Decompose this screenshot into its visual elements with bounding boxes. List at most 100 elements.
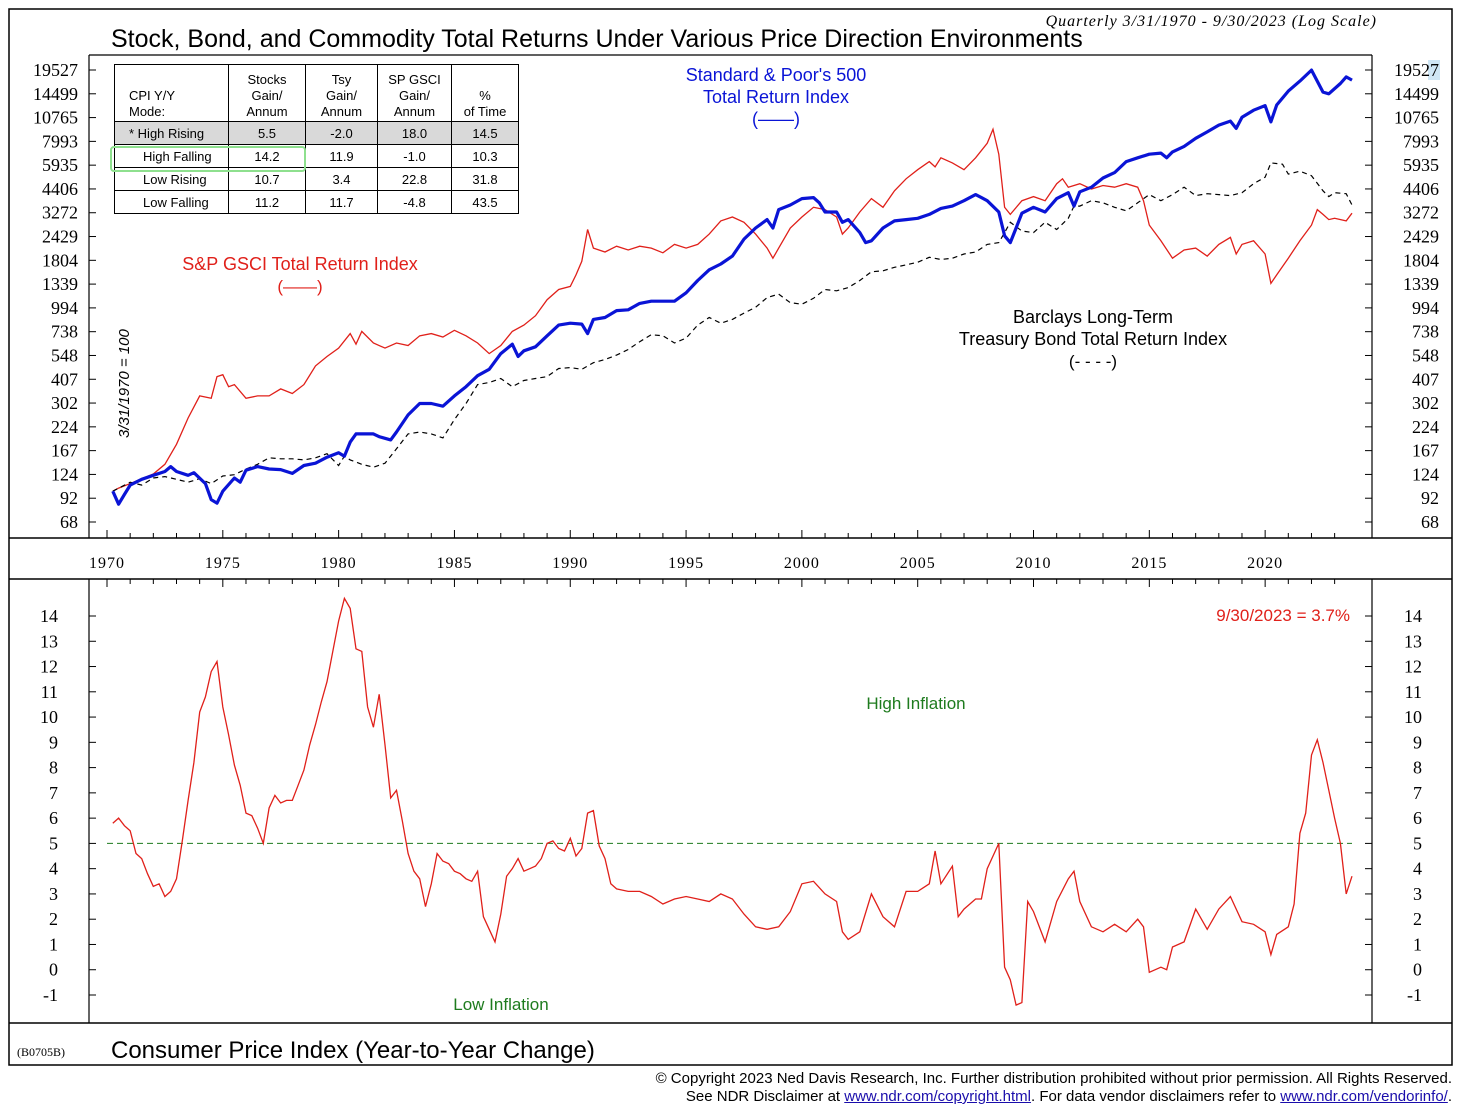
top-left-y-axis: 19527 14499 10765 7993 5935 4406 3272 2429 1804 1… bbox=[33, 60, 96, 532]
bottom-panel-title: Consumer Price Index (Year-to-Year Chang… bbox=[111, 1037, 595, 1064]
table-row: Low Rising 10.7 3.4 22.8 31.8 bbox=[114, 167, 519, 191]
bond-label-line2: Treasury Bond Total Return Index bbox=[959, 329, 1227, 349]
y-tick-label: 548 bbox=[51, 345, 78, 365]
y-tick-label: 2 bbox=[49, 909, 58, 929]
y-tick-label: 10 bbox=[40, 707, 58, 727]
x-tick-label: 2010 bbox=[1016, 555, 1052, 572]
y-tick-label: 4 bbox=[1413, 859, 1422, 879]
row-mode: High Falling bbox=[114, 144, 229, 168]
y-tick-label: 14499 bbox=[33, 84, 78, 104]
top-right-y-axis: 19527 14499 10765 7993 5935 4406 3272 2429 1804 1… bbox=[1365, 60, 1440, 532]
tick-highlight bbox=[1428, 60, 1440, 80]
sp500-legend-marker: (——) bbox=[752, 109, 800, 129]
row-pct: 43.5 bbox=[451, 190, 519, 214]
y-tick-label: 1 bbox=[1413, 934, 1422, 954]
y-tick-label: 19527 bbox=[33, 60, 78, 80]
y-tick-label: 1804 bbox=[1403, 250, 1439, 270]
y-tick-label: 11 bbox=[41, 682, 58, 702]
row-tsy: 11.9 bbox=[305, 144, 378, 168]
y-tick-label: 2429 bbox=[42, 227, 78, 247]
y-tick-label: 4406 bbox=[1403, 179, 1439, 199]
chart-subtitle: Quarterly 3/31/1970 - 9/30/2023 (Log Sca… bbox=[1046, 13, 1377, 30]
footer-disclaimer: See NDR Disclaimer at www.ndr.com/copyri… bbox=[686, 1088, 1452, 1105]
y-tick-label: 5 bbox=[1413, 833, 1422, 853]
y-tick-label: 224 bbox=[51, 417, 78, 437]
y-tick-label: 4406 bbox=[42, 179, 78, 199]
sp500-label-line1: Standard & Poor's 500 bbox=[686, 65, 867, 85]
y-tick-label: 2 bbox=[1413, 909, 1422, 929]
y-tick-label: 2429 bbox=[1403, 227, 1439, 247]
y-tick-label: 0 bbox=[49, 960, 58, 980]
y-tick-label: 7993 bbox=[42, 131, 78, 151]
y-tick-label: 548 bbox=[1412, 345, 1439, 365]
chart-code: (B0705B) bbox=[17, 1045, 65, 1059]
x-axis: 1970 1975 1980 1985 1990 1995 2000 2005 2010 2015… bbox=[89, 530, 1336, 587]
y-tick-label: 14 bbox=[1404, 606, 1422, 626]
outer-frame bbox=[8, 8, 1453, 1066]
header-gsci: SP GSCI Gain/ Annum bbox=[377, 64, 452, 122]
y-tick-label: 10765 bbox=[33, 108, 78, 128]
y-tick-label: 994 bbox=[1412, 298, 1439, 318]
y-tick-label: 407 bbox=[51, 369, 78, 389]
y-tick-label: 13 bbox=[40, 631, 58, 651]
cpi-latest-label: 9/30/2023 = 3.7% bbox=[1216, 606, 1350, 625]
y-tick-label: -1 bbox=[1407, 985, 1422, 1005]
row-pct: 31.8 bbox=[451, 167, 519, 191]
y-tick-label: 7 bbox=[49, 783, 58, 803]
copyright-link[interactable]: www.ndr.com/copyright.html bbox=[844, 1088, 1031, 1105]
low-inflation-label: Low Inflation bbox=[453, 995, 548, 1014]
y-tick-label: 124 bbox=[1412, 464, 1439, 484]
y-tick-label: 1339 bbox=[42, 274, 78, 294]
row-mode: * High Rising bbox=[114, 121, 229, 145]
y-tick-label: 10 bbox=[1404, 707, 1422, 727]
y-tick-label: 3272 bbox=[1403, 203, 1439, 223]
cpi-series-line bbox=[112, 596, 1353, 1007]
sp500-series-line bbox=[111, 68, 1353, 506]
y-tick-label: 738 bbox=[1412, 322, 1439, 342]
regime-returns-table: CPI Y/Y Mode: Stocks Gain/ Annum Tsy Gai… bbox=[114, 64, 519, 214]
vendorinfo-link[interactable]: www.ndr.com/vendorinfo/ bbox=[1280, 1088, 1448, 1105]
y-tick-label: 12 bbox=[1404, 657, 1422, 677]
y-tick-label: 1804 bbox=[42, 250, 78, 270]
y-tick-label: 1339 bbox=[1403, 274, 1439, 294]
y-tick-label: 14499 bbox=[1394, 84, 1439, 104]
y-tick-label: 68 bbox=[60, 512, 78, 532]
y-tick-label: 10765 bbox=[1394, 108, 1439, 128]
x-tick-label: 1980 bbox=[321, 555, 357, 572]
table-header-row: CPI Y/Y Mode: Stocks Gain/ Annum Tsy Gai… bbox=[114, 64, 519, 122]
bond-legend-marker: (- - - -) bbox=[1069, 352, 1117, 371]
row-stocks: 5.5 bbox=[228, 121, 306, 145]
x-tick-label: 2005 bbox=[900, 555, 936, 572]
header-tsy-text: Tsy Gain/ Annum bbox=[320, 72, 363, 119]
x-tick-label: 1975 bbox=[205, 555, 241, 572]
row-tsy: -2.0 bbox=[305, 121, 378, 145]
header-gsci-text: SP GSCI Gain/ Annum bbox=[388, 72, 441, 119]
row-pct: 14.5 bbox=[451, 121, 519, 145]
footer-text-a: See NDR Disclaimer at bbox=[685, 1088, 845, 1105]
gsci-legend-marker: (——) bbox=[277, 277, 322, 296]
y-tick-label: 13 bbox=[1404, 631, 1422, 651]
y-tick-label: 224 bbox=[1412, 417, 1439, 437]
y-tick-label: 8 bbox=[49, 758, 58, 778]
header-mode: CPI Y/Y Mode: bbox=[114, 64, 229, 122]
row-gsci: -4.8 bbox=[377, 190, 452, 214]
y-tick-label: 994 bbox=[51, 298, 78, 318]
x-tick-label: 1990 bbox=[552, 555, 588, 572]
header-pct-time-text: % of Time bbox=[463, 88, 507, 119]
table-row: * High Rising 5.5 -2.0 18.0 14.5 bbox=[114, 121, 519, 145]
y-tick-label: -1 bbox=[43, 985, 58, 1005]
row-stocks: 11.2 bbox=[228, 190, 306, 214]
header-stocks-text: Stocks Gain/ Annum bbox=[246, 72, 288, 119]
header-stocks: Stocks Gain/ Annum bbox=[228, 64, 306, 122]
y-tick-label: 9 bbox=[49, 732, 58, 752]
row-gsci: 22.8 bbox=[377, 167, 452, 191]
y-tick-label: 9 bbox=[1413, 732, 1422, 752]
x-tick-label: 2020 bbox=[1247, 555, 1283, 572]
header-mode-text: CPI Y/Y Mode: bbox=[129, 88, 176, 119]
footer-text-c: . bbox=[1447, 1088, 1452, 1105]
y-tick-label: 11 bbox=[1405, 682, 1422, 702]
y-tick-label: 124 bbox=[51, 464, 78, 484]
